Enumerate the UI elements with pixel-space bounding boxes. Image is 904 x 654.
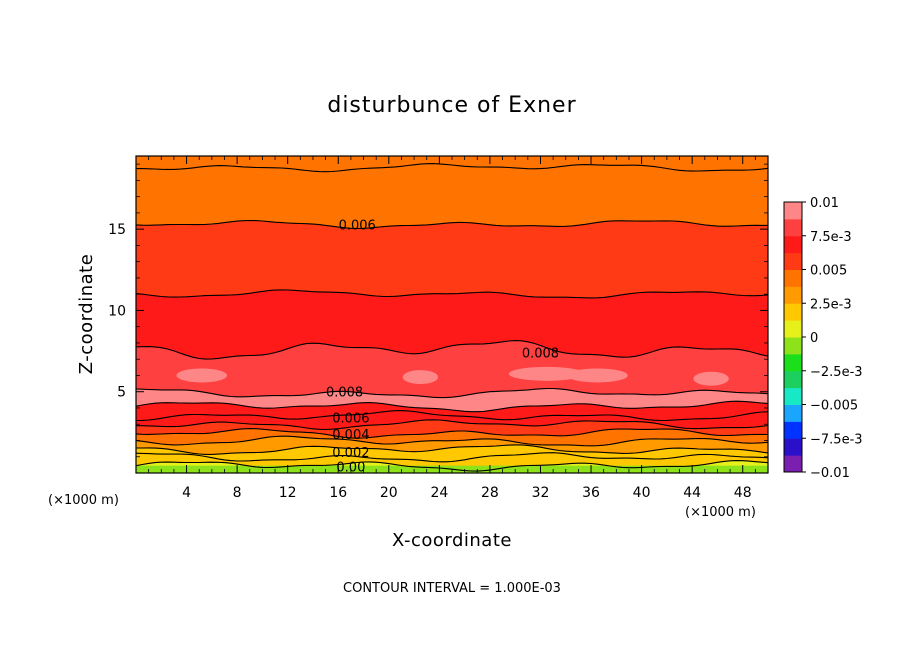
colorbar-segment: [784, 438, 802, 456]
colorbar-segment: [784, 252, 802, 270]
x-tick-label: 16: [329, 485, 347, 501]
x-unit-right: (×1000 m): [685, 505, 756, 520]
chart-title: disturbunce of Exner: [327, 93, 576, 118]
colorbar-segment: [784, 320, 802, 338]
x-unit-left: (×1000 m): [48, 493, 119, 508]
contour-line: [136, 400, 768, 413]
x-tick-label: 40: [633, 485, 651, 501]
y-tick-label: 10: [108, 303, 126, 319]
colorbar-segment: [784, 404, 802, 422]
contour-label: 0.00: [336, 460, 365, 475]
colorbar-segment: [784, 387, 802, 405]
max-patch: [508, 366, 585, 381]
max-patch: [176, 368, 228, 383]
colorbar-tick-label: −2.5e-3: [810, 365, 863, 380]
y-tick-label: 5: [117, 385, 126, 401]
colorbar-ticks: 0.01 7.5e-3 0.005 2.5e-3 0 −2.5e-3 −0.005 −7.5e…: [802, 196, 863, 481]
colorbar-segment: [784, 303, 802, 321]
x-tick-label: 12: [279, 485, 297, 501]
colorbar: [783, 201, 803, 473]
max-patch: [402, 370, 439, 385]
colorbar-segment: [784, 370, 802, 389]
contour-line: [136, 163, 768, 173]
colorbar-tick-label: −0.005: [810, 399, 858, 414]
x-tick-label: 44: [683, 485, 701, 501]
colorbar-segment: [784, 202, 802, 220]
x-tick-label: 8: [233, 485, 242, 501]
colorbar-tick-label: 7.5e-3: [810, 230, 852, 245]
contour-line: [136, 410, 768, 422]
colorbar-segment: [784, 235, 802, 254]
contour-line: [136, 419, 768, 431]
colorbar-tick-label: 0: [810, 331, 818, 346]
y-tick-label: 15: [108, 222, 126, 238]
colorbar-segment: [784, 337, 802, 355]
x-axis-label: X-coordinate: [392, 530, 512, 551]
y-axis-label: Z-coordinate: [76, 254, 97, 375]
contour-label: 0.008: [522, 347, 559, 362]
colorbar-tick-label: 0.01: [810, 196, 839, 211]
colorbar-tick-label: −0.01: [810, 466, 850, 481]
colorbar-segment: [784, 218, 802, 237]
contour-label: 0.002: [332, 446, 369, 461]
x-tick-label: 32: [532, 485, 550, 501]
colorbar-tick-label: −7.5e-3: [810, 432, 863, 447]
contour-line: [136, 289, 768, 299]
contour-label: 0.008: [326, 386, 363, 401]
contour-line: [136, 444, 768, 455]
colorbar-segment: [784, 421, 802, 439]
x-tick-label: 24: [430, 485, 448, 501]
colorbar-segment: [784, 353, 802, 372]
x-tick-label: 36: [582, 485, 600, 501]
contour-label: 0.006: [339, 218, 376, 233]
y-axis-ticks: 5 10 15: [108, 163, 768, 458]
contour-line: [136, 219, 768, 230]
colorbar-segment: [784, 286, 802, 304]
x-tick-label: 28: [481, 485, 499, 501]
contour-line: [136, 387, 768, 399]
colorbar-segment: [784, 269, 802, 287]
x-tick-label: 48: [734, 485, 752, 501]
contour-lines: [136, 163, 768, 472]
contour-interval-note: CONTOUR INTERVAL = 1.000E-03: [343, 581, 561, 596]
max-patch: [693, 371, 729, 386]
max-contour-patches: [176, 366, 729, 386]
contour-label: 0.004: [332, 428, 369, 443]
contour-line: [136, 340, 768, 360]
contour-line: [136, 435, 768, 447]
colorbar-tick-label: 0.005: [810, 264, 847, 279]
max-patch: [567, 368, 628, 383]
contour-line: [136, 452, 768, 463]
x-tick-label: 20: [380, 485, 398, 501]
colorbar-tick-label: 2.5e-3: [810, 297, 852, 312]
x-axis-ticks: 4 8 12 16 20 24 28 32 36 40 44 48: [148, 156, 756, 501]
contour-line: [136, 428, 768, 439]
x-tick-label: 4: [182, 485, 191, 501]
colorbar-segment: [784, 455, 802, 473]
contour-label: 0.006: [332, 412, 369, 427]
